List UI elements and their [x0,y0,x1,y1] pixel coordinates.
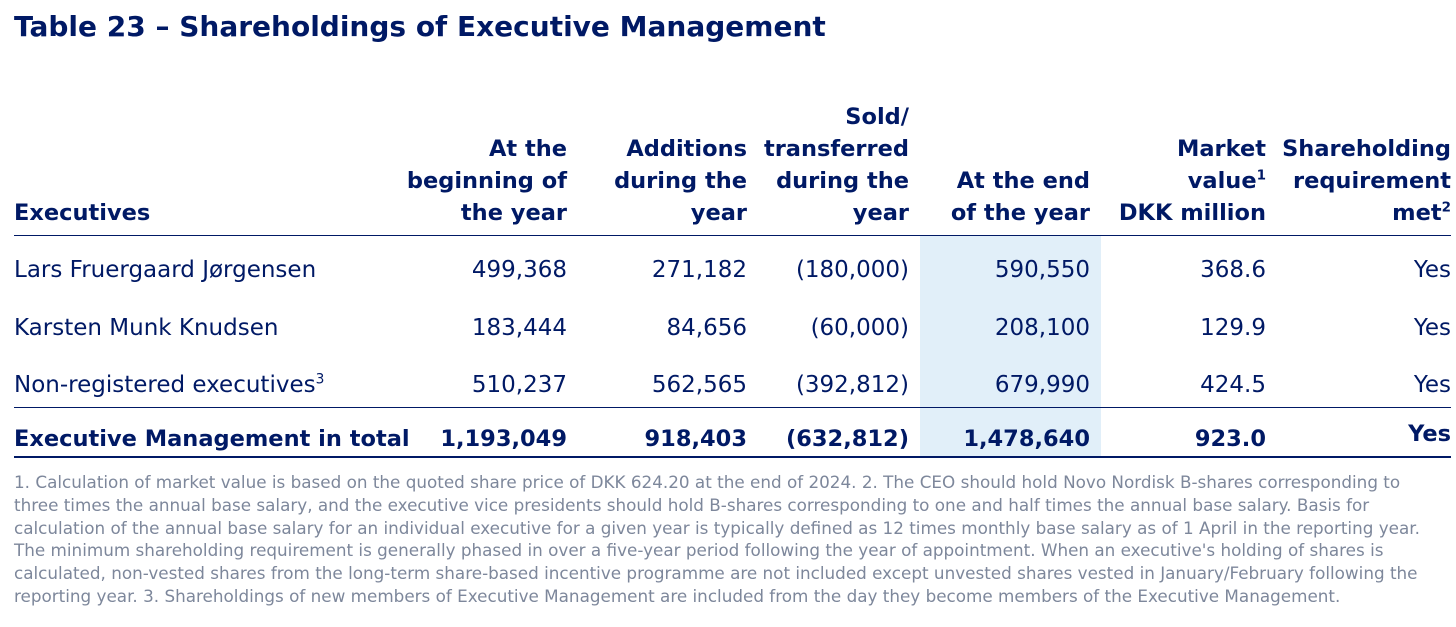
header-end-of-year: At the end of the year [950,168,1090,226]
executive-name-text: Non-registered executives [14,372,316,398]
cell-begin: 183,444 [471,315,567,341]
header-shareholding-requirement: Shareholding requirement met2 [1251,133,1451,229]
header-shareholding-requirement-label: Shareholding requirement met [1282,136,1451,226]
page-title: Table 23 – Shareholdings of Executive Ma… [14,10,826,43]
executive-name: Non-registered executives3 [14,365,324,405]
cell-market-value: 424.5 [1200,372,1266,398]
header-additions: Additions during the year [614,136,747,226]
executive-name: Karsten Munk Knudsen [14,315,279,341]
cell-begin: 510,237 [471,372,567,398]
total-additions: 918,403 [644,426,747,452]
cell-requirement-met: Yes [1413,315,1451,341]
header-sold-transferred: Sold/ transferred during the year [763,104,909,226]
footnotes: 1. Calculation of market value is based … [14,472,1420,606]
header-executives: Executives [14,200,151,226]
cell-market-value: 129.9 [1200,315,1266,341]
cell-sold: (180,000) [795,257,909,283]
cell-requirement-met: Yes [1413,372,1451,398]
total-sold: (632,812) [785,426,909,452]
header-beginning-of-year: At the beginning of the year [406,136,567,226]
cell-additions: 271,182 [651,257,747,283]
total-requirement-met: Yes [1408,421,1451,447]
total-rule-top [14,407,1451,408]
table-bottom-rule [14,456,1451,458]
cell-sold: (392,812) [795,372,909,398]
cell-requirement-met: Yes [1413,257,1451,283]
cell-end: 679,990 [994,372,1090,398]
cell-end: 208,100 [994,315,1090,341]
table-row: Non-registered executives3 510,237 562,5… [14,365,1451,405]
total-label: Executive Management in total [14,426,410,452]
footnote-ref-1: 1 [1256,167,1266,184]
executive-name: Lars Fruergaard Jørgensen [14,257,317,283]
cell-begin: 499,368 [471,257,567,283]
header-rule [14,235,1451,236]
cell-additions: 84,656 [666,315,747,341]
cell-market-value: 368.6 [1200,257,1266,283]
cell-additions: 562,565 [651,372,747,398]
cell-end: 590,550 [994,257,1090,283]
footnote-ref-2: 2 [1441,199,1451,216]
end-of-year-column-highlight [920,236,1101,456]
cell-sold: (60,000) [810,315,909,341]
header-market-value-unit: DKK million [1118,200,1266,226]
total-begin: 1,193,049 [440,426,567,452]
table-row: Karsten Munk Knudsen 183,444 84,656 (60,… [14,308,1451,348]
total-end: 1,478,640 [963,426,1090,452]
header-market-value: Market value1 DKK million [1066,133,1266,229]
total-row: Executive Management in total 1,193,049 … [14,419,1451,459]
total-market-value: 923.0 [1194,426,1266,452]
table-row: Lars Fruergaard Jørgensen 499,368 271,18… [14,250,1451,290]
footnote-ref-3: 3 [315,371,325,388]
header-market-value-label: Market value [1176,136,1266,194]
